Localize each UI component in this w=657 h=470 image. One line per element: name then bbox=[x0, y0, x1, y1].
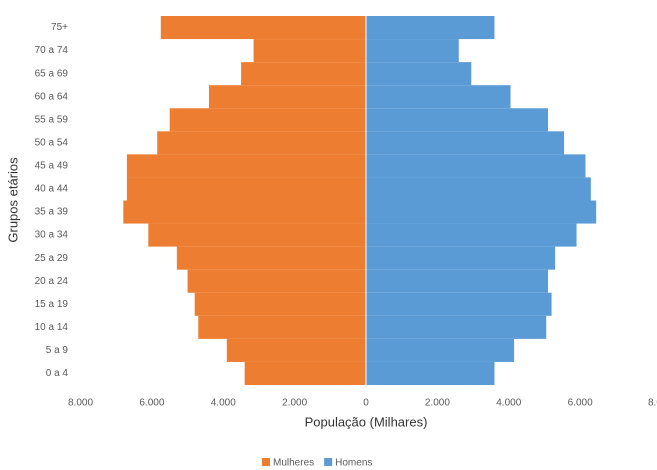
x-tick-label: 6.000 bbox=[568, 398, 593, 409]
y-tick-label: 15 a 19 bbox=[35, 299, 69, 310]
y-tick-label: 55 a 59 bbox=[35, 114, 69, 125]
bar bbox=[194, 292, 366, 316]
x-tick-label: 2.000 bbox=[282, 398, 307, 409]
x-tick-label: 6.000 bbox=[139, 398, 164, 409]
bar bbox=[198, 315, 366, 339]
bar bbox=[366, 85, 511, 109]
bar bbox=[366, 131, 565, 155]
bar bbox=[126, 177, 366, 201]
bar bbox=[366, 200, 597, 224]
bar bbox=[241, 62, 366, 86]
y-tick-label: 70 a 74 bbox=[35, 45, 69, 56]
bar bbox=[366, 361, 495, 385]
x-tick-label: 4.000 bbox=[496, 398, 521, 409]
y-tick-label: 65 a 69 bbox=[35, 68, 69, 79]
bar bbox=[366, 315, 547, 339]
bar bbox=[157, 131, 366, 155]
x-tick-label: 4.000 bbox=[211, 398, 236, 409]
x-tick-label: 8.000 bbox=[68, 398, 93, 409]
y-axis-title: Grupos etários bbox=[5, 157, 20, 243]
bar bbox=[126, 154, 366, 178]
bar bbox=[366, 177, 591, 201]
legend-label: Mulheres bbox=[273, 458, 314, 469]
bar bbox=[160, 16, 366, 40]
bar bbox=[366, 246, 556, 270]
bar bbox=[366, 269, 549, 293]
x-tick-label: 0 bbox=[363, 398, 369, 409]
legend-swatch bbox=[262, 458, 270, 466]
y-tick-label: 40 a 44 bbox=[35, 184, 69, 195]
y-tick-label: 10 a 14 bbox=[35, 322, 69, 333]
bar bbox=[366, 108, 549, 132]
y-tick-label: 50 a 54 bbox=[35, 137, 69, 148]
bar bbox=[226, 338, 366, 362]
legend-label: Homens bbox=[335, 458, 372, 469]
y-tick-label: 25 a 29 bbox=[35, 253, 69, 264]
x-tick-label: 2.000 bbox=[425, 398, 450, 409]
bar bbox=[176, 246, 366, 270]
bar bbox=[366, 223, 577, 247]
bar bbox=[366, 62, 472, 86]
bar bbox=[148, 223, 366, 247]
y-tick-label: 35 a 39 bbox=[35, 207, 69, 218]
bar bbox=[187, 269, 366, 293]
bar bbox=[208, 85, 366, 109]
bar bbox=[366, 338, 515, 362]
bar bbox=[366, 154, 586, 178]
y-tick-label: 5 a 9 bbox=[46, 345, 69, 356]
y-tick-label: 0 a 4 bbox=[46, 368, 69, 379]
bar bbox=[123, 200, 366, 224]
y-tick-label: 30 a 34 bbox=[35, 230, 69, 241]
bar bbox=[244, 361, 366, 385]
bar bbox=[366, 39, 459, 63]
x-axis-title: População (Milhares) bbox=[305, 414, 428, 429]
y-tick-label: 60 a 64 bbox=[35, 91, 69, 102]
bar bbox=[169, 108, 366, 132]
bar bbox=[366, 16, 495, 40]
y-tick-label: 45 a 49 bbox=[35, 161, 69, 172]
legend-swatch bbox=[324, 458, 333, 466]
y-tick-label: 20 a 24 bbox=[35, 276, 69, 287]
x-tick-label: 8.0 bbox=[648, 398, 657, 409]
bar bbox=[366, 292, 552, 316]
bar bbox=[253, 39, 366, 63]
y-tick-label: 75+ bbox=[51, 22, 68, 33]
